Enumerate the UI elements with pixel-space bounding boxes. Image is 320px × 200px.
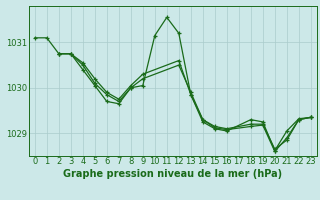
X-axis label: Graphe pression niveau de la mer (hPa): Graphe pression niveau de la mer (hPa): [63, 169, 282, 179]
